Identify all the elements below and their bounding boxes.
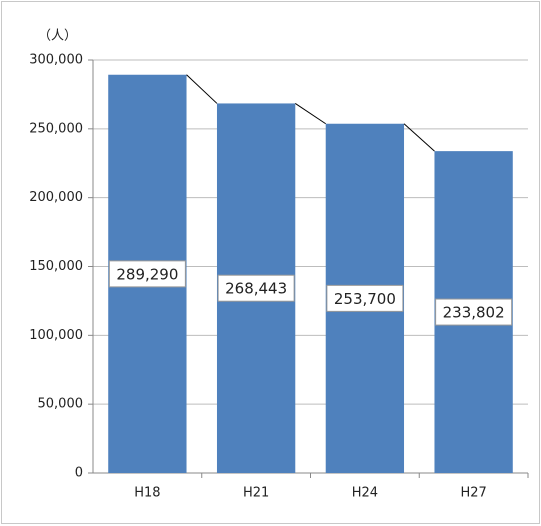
value-label-box (435, 298, 513, 326)
unit-label: （人） (38, 29, 77, 44)
y-tick-label: 300,000 (29, 53, 83, 68)
value-label-box (326, 284, 404, 312)
y-tick-label: 200,000 (29, 190, 83, 205)
series-line (186, 74, 218, 104)
value-label: 268,443 (225, 280, 287, 298)
x-tick-label: H18 (134, 486, 160, 501)
y-tick-label: 50,000 (38, 397, 84, 412)
value-label-box (108, 260, 186, 288)
value-label: 289,290 (116, 265, 178, 283)
value-label: 233,802 (443, 304, 505, 322)
x-tick-label: H27 (460, 486, 486, 501)
y-tick-label: 100,000 (29, 328, 83, 343)
value-label-box (217, 274, 295, 302)
y-tick-label: 0 (75, 466, 83, 481)
y-tick-label: 150,000 (29, 259, 83, 274)
x-tick-label: H24 (352, 486, 378, 501)
series-line (403, 123, 435, 152)
value-label: 253,700 (334, 290, 396, 308)
series-line (294, 103, 327, 125)
x-tick-label: H21 (243, 486, 269, 501)
y-tick-label: 250,000 (29, 121, 83, 136)
